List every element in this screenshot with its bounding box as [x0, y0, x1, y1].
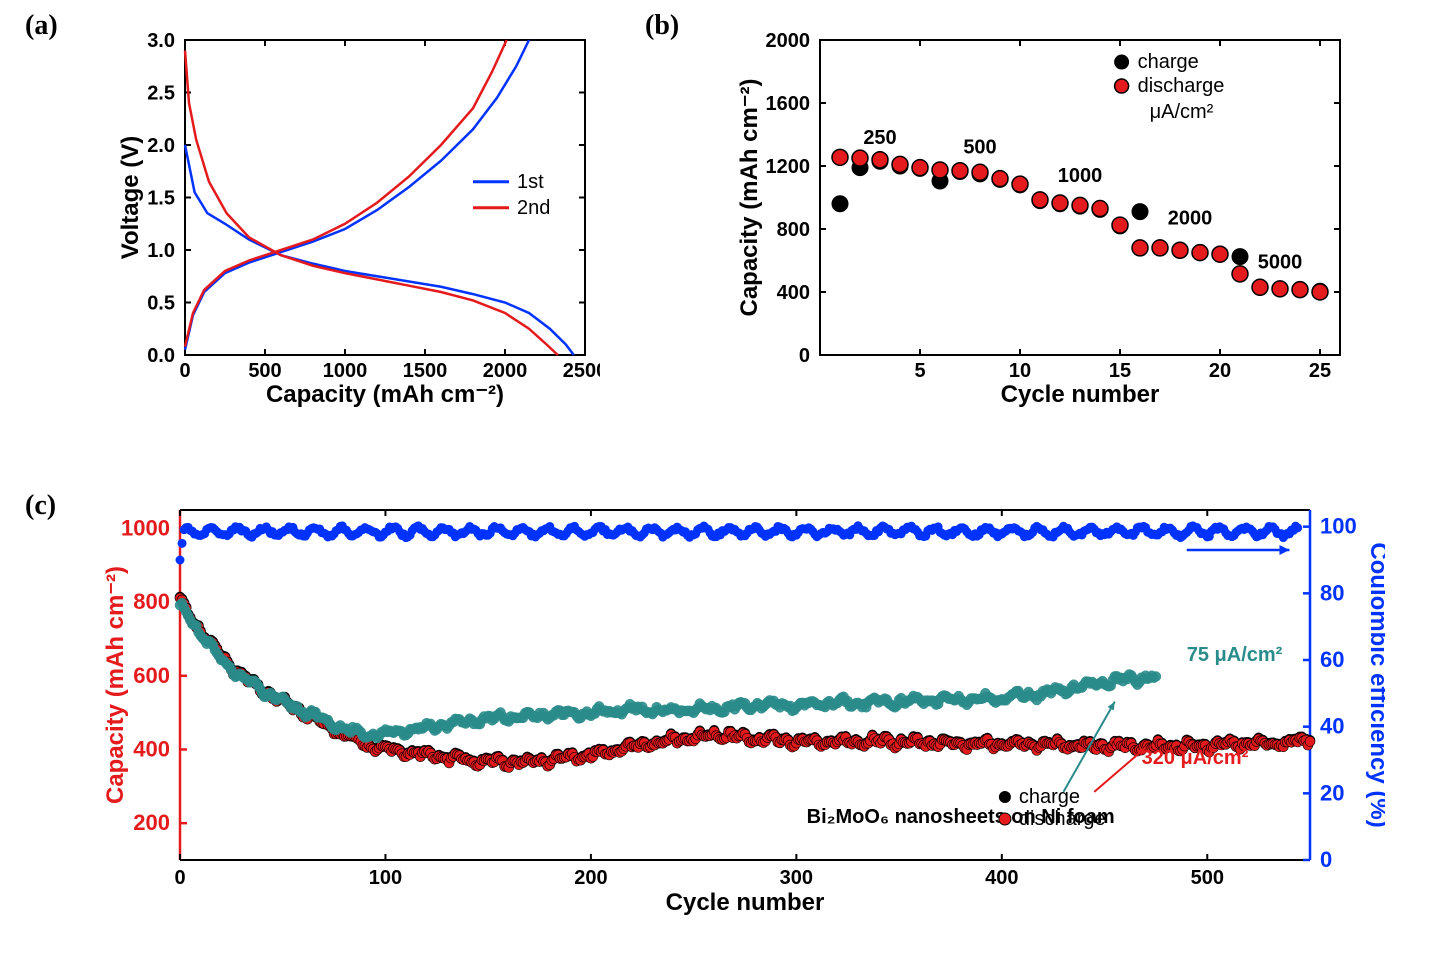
svg-text:1.5: 1.5 [147, 188, 175, 210]
chart-a: 0 500 1000 1500 2000 2500 0.0 0.5 1.0 1.5 2.0 2.5 3.… [120, 30, 600, 410]
svg-text:500: 500 [1191, 867, 1224, 889]
svg-text:250: 250 [863, 127, 896, 149]
svg-text:20: 20 [1320, 780, 1344, 805]
svg-text:1000: 1000 [323, 360, 368, 382]
svg-text:40: 40 [1320, 714, 1344, 739]
svg-text:1000: 1000 [121, 515, 170, 540]
svg-text:300: 300 [780, 867, 813, 889]
svg-text:1st: 1st [517, 171, 544, 193]
figure-root: (a) (b) (c) 050010001500200025000.00.51.… [0, 0, 1440, 969]
chart-b: 5101520250400800120016002000Cycle number… [735, 30, 1355, 410]
svg-text:charge: charge [1019, 786, 1080, 808]
svg-text:2.0: 2.0 [147, 135, 175, 157]
svg-text:0: 0 [179, 360, 190, 382]
svg-text:3.0: 3.0 [147, 30, 175, 52]
svg-text:5000: 5000 [1258, 251, 1303, 273]
svg-text:320 μA/cm²: 320 μA/cm² [1142, 747, 1249, 769]
svg-text:Voltage (V): Voltage (V) [120, 136, 144, 260]
svg-text:discharge: discharge [1019, 808, 1106, 830]
svg-text:0.0: 0.0 [147, 345, 175, 367]
svg-text:500: 500 [248, 360, 281, 382]
svg-text:80: 80 [1320, 580, 1344, 605]
svg-text:800: 800 [777, 219, 810, 241]
svg-text:0: 0 [1320, 847, 1332, 872]
svg-text:60: 60 [1320, 647, 1344, 672]
svg-text:charge: charge [1138, 51, 1199, 73]
label-b: (b) [645, 10, 679, 42]
svg-text:Capacity (mAh cm⁻²): Capacity (mAh cm⁻²) [105, 566, 129, 804]
svg-text:2500: 2500 [563, 360, 600, 382]
svg-text:100: 100 [369, 867, 402, 889]
svg-text:discharge: discharge [1138, 75, 1225, 97]
svg-text:200: 200 [574, 867, 607, 889]
svg-text:25: 25 [1309, 360, 1331, 382]
svg-text:0.5: 0.5 [147, 293, 175, 315]
svg-text:400: 400 [777, 282, 810, 304]
svg-text:2000: 2000 [1168, 207, 1213, 229]
svg-text:1.0: 1.0 [147, 240, 175, 262]
chart-c: 0 100 200 300 400 500 200 400 600 800 1000 0 20 40 60 8… [105, 500, 1385, 920]
svg-text:Coulombic efficiency (%): Coulombic efficiency (%) [1365, 542, 1385, 827]
svg-text:400: 400 [985, 867, 1018, 889]
svg-text:2000: 2000 [483, 360, 528, 382]
svg-text:2.5: 2.5 [147, 83, 175, 105]
svg-text:100: 100 [1320, 514, 1357, 539]
label-c: (c) [25, 490, 56, 522]
svg-text:1000: 1000 [1058, 165, 1103, 187]
label-a: (a) [25, 10, 58, 42]
svg-text:0: 0 [174, 867, 185, 889]
svg-text:Capacity (mAh cm⁻²): Capacity (mAh cm⁻²) [266, 381, 504, 408]
svg-text:2000: 2000 [766, 30, 811, 52]
svg-text:10: 10 [1009, 360, 1031, 382]
svg-text:400: 400 [133, 736, 170, 761]
svg-text:200: 200 [133, 810, 170, 835]
svg-text:Capacity (mAh cm⁻²): Capacity (mAh cm⁻²) [736, 78, 763, 316]
svg-text:1500: 1500 [403, 360, 448, 382]
svg-text:1200: 1200 [766, 156, 811, 178]
svg-text:μA/cm²: μA/cm² [1150, 101, 1214, 123]
svg-text:1600: 1600 [766, 93, 811, 115]
svg-text:5: 5 [914, 360, 925, 382]
svg-text:15: 15 [1109, 360, 1131, 382]
svg-text:Cycle number: Cycle number [1001, 381, 1160, 408]
svg-text:500: 500 [963, 136, 996, 158]
svg-text:800: 800 [133, 589, 170, 614]
svg-text:Cycle number: Cycle number [666, 889, 825, 916]
svg-text:0: 0 [799, 345, 810, 367]
svg-text:75 μA/cm²: 75 μA/cm² [1187, 644, 1283, 666]
svg-text:600: 600 [133, 663, 170, 688]
svg-text:20: 20 [1209, 360, 1231, 382]
svg-text:2nd: 2nd [517, 197, 550, 219]
